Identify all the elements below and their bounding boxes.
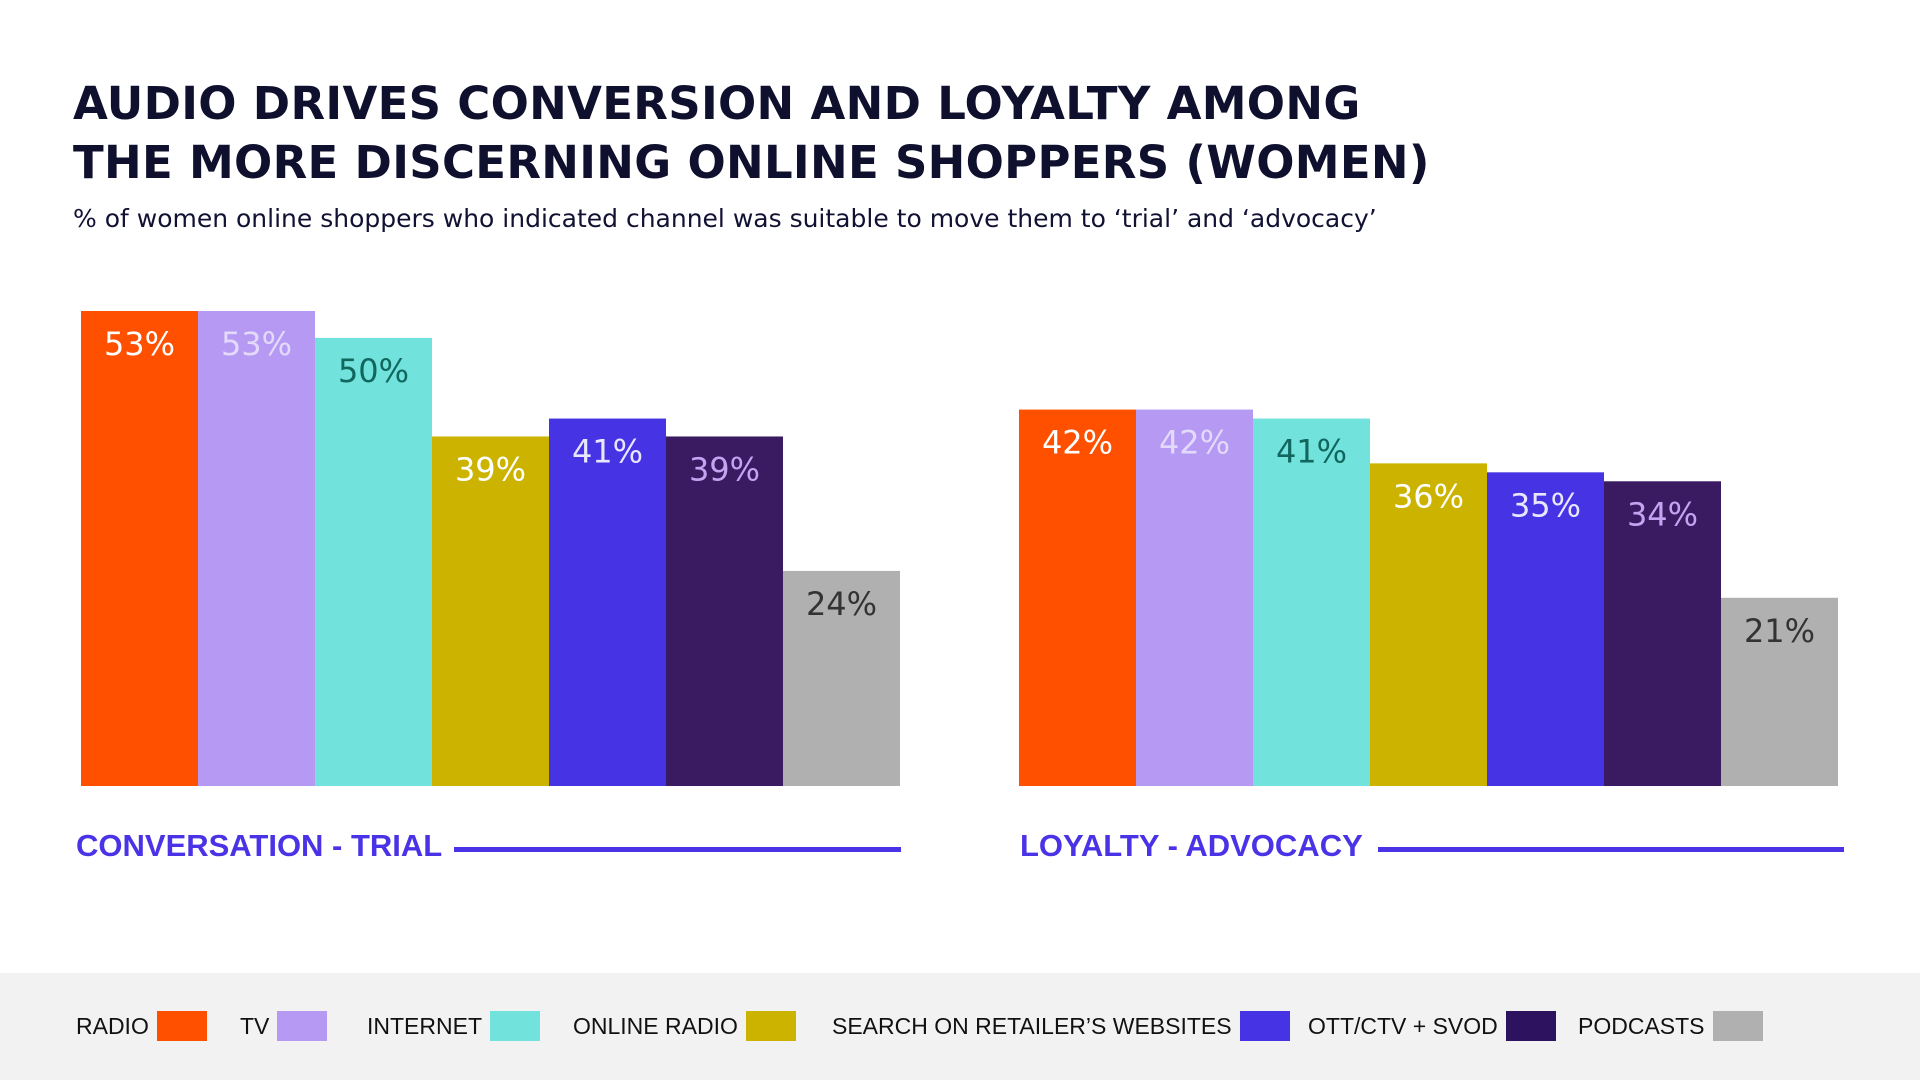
- legend-swatch: [156, 1011, 207, 1041]
- legend-item: SEARCH ON RETAILER’S WEBSITES: [832, 1011, 1290, 1041]
- bar-trial-5: [666, 436, 783, 786]
- bar-advocacy-4: [1487, 472, 1604, 786]
- bar-trial-0: [81, 311, 198, 786]
- legend-item: INTERNET: [367, 1011, 540, 1041]
- legend-label: PODCASTS: [1578, 1012, 1705, 1039]
- bar-advocacy-2: [1253, 418, 1370, 786]
- legend-label: INTERNET: [367, 1012, 482, 1039]
- bar-trial-4: [549, 418, 666, 786]
- group-underline-advocacy: [1378, 847, 1844, 852]
- bar-advocacy-3: [1370, 463, 1487, 786]
- legend-swatch: [490, 1011, 540, 1041]
- group-label-advocacy: LOYALTY - ADVOCACY: [1020, 828, 1363, 863]
- bar-trial-2: [315, 337, 432, 786]
- data-label-trial-0: 53%: [104, 325, 175, 363]
- data-label-advocacy-1: 42%: [1159, 424, 1230, 462]
- bar-advocacy-6: [1721, 597, 1838, 786]
- legend-label: OTT/CTV + SVOD: [1308, 1012, 1498, 1039]
- legend-swatch: [1505, 1011, 1556, 1041]
- bar-chart: 53% 53% 50% 39% 41% 39% 24% 42% 42% 41% 36% 35% 34% 2…: [81, 311, 1838, 786]
- legend-swatch: [745, 1011, 796, 1041]
- legend-item: RADIO: [76, 1011, 207, 1041]
- data-label-trial-2: 50%: [338, 352, 409, 390]
- data-label-trial-3: 39%: [455, 450, 526, 488]
- chart-title: AUDIO DRIVES CONVERSION AND LOYALTY AMON…: [73, 74, 1573, 192]
- data-label-advocacy-2: 41%: [1276, 433, 1347, 471]
- group-underline-trial: [454, 847, 901, 852]
- data-label-advocacy-5: 34%: [1627, 495, 1698, 533]
- data-label-trial-5: 39%: [689, 450, 760, 488]
- legend-label: TV: [240, 1012, 270, 1039]
- legend-swatch: [1712, 1011, 1763, 1041]
- bar-advocacy-1: [1136, 409, 1253, 786]
- legend-item: OTT/CTV + SVOD: [1308, 1011, 1556, 1041]
- data-label-trial-6: 24%: [806, 585, 877, 623]
- bar-trial-1: [198, 311, 315, 786]
- data-label-advocacy-0: 42%: [1042, 424, 1113, 462]
- legend-swatch: [277, 1011, 328, 1041]
- legend-item: TV: [240, 1011, 328, 1041]
- legend-item: ONLINE RADIO: [573, 1011, 796, 1041]
- bar-trial-3: [432, 436, 549, 786]
- bar-advocacy-5: [1604, 481, 1721, 786]
- legend-item: PODCASTS: [1578, 1011, 1763, 1041]
- group-label-trial: CONVERSATION - TRIAL: [76, 828, 443, 863]
- chart-title-line-2: THE MORE DISCERNING ONLINE SHOPPERS (WOM…: [73, 136, 1430, 189]
- legend-swatch: [1239, 1011, 1290, 1041]
- data-label-trial-4: 41%: [572, 433, 643, 471]
- chart-title-line-1: AUDIO DRIVES CONVERSION AND LOYALTY AMON…: [73, 77, 1361, 130]
- legend-label: SEARCH ON RETAILER’S WEBSITES: [832, 1012, 1232, 1039]
- data-label-advocacy-4: 35%: [1510, 486, 1581, 524]
- data-label-advocacy-3: 36%: [1393, 477, 1464, 515]
- bar-trial-6: [783, 570, 900, 786]
- legend-label: RADIO: [76, 1012, 149, 1039]
- chart-subtitle: % of women online shoppers who indicated…: [73, 204, 1377, 233]
- data-label-advocacy-6: 21%: [1744, 612, 1815, 650]
- data-label-trial-1: 53%: [221, 325, 292, 363]
- bar-advocacy-0: [1019, 409, 1136, 786]
- legend-label: ONLINE RADIO: [573, 1012, 738, 1039]
